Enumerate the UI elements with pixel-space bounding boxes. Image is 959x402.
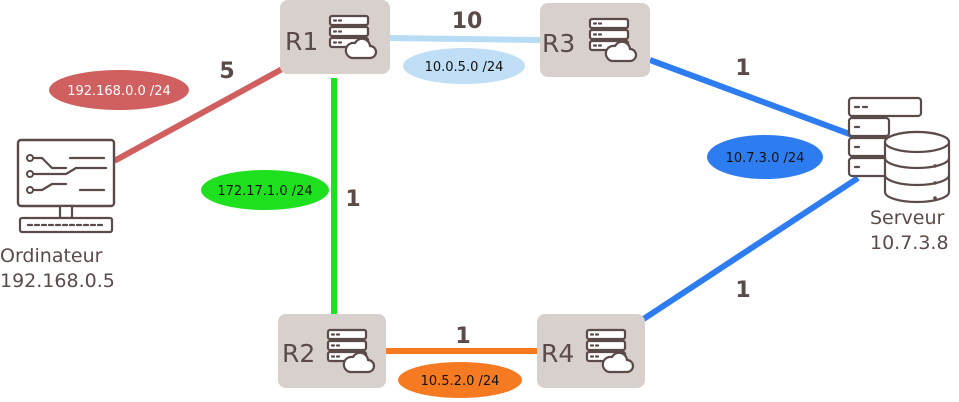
cost-label-r2-r4: 1 [455,324,470,349]
subnet-badge-r1-r3: 10.0.5.0 /24 [403,48,525,84]
subnet-label-r1-r3: 10.0.5.0 /24 [425,60,504,75]
cost-label-r3-server: 1 [735,56,750,81]
link-pc-r1 [113,65,287,163]
link-r1-r3 [388,35,542,43]
computer-ip: 192.168.0.5 [0,270,115,292]
subnet-label-r3-server: 10.7.3.0 /24 [726,151,805,166]
link-r4-server [640,175,860,323]
subnet-badge-r1-r2: 172.17.1.0 /24 [201,170,329,210]
router-label-r1: R1 [285,27,318,56]
computer-icon [16,138,116,234]
cost-label-r1-r3: 10 [452,9,483,34]
computer-name: Ordinateur [0,245,103,267]
subnet-label-r2-r4: 10.5.2.0 /24 [421,374,500,389]
server-node: Serveur 10.7.3.8 [847,96,951,254]
cost-label-pc-r1: 5 [219,59,234,84]
server-name: Serveur [870,207,945,229]
subnet-badge-r2-r4: 10.5.2.0 /24 [398,362,522,398]
subnet-badge-r3-server: 10.7.3.0 /24 [707,135,823,179]
subnet-label-r1-r2: 172.17.1.0 /24 [217,184,312,199]
subnet-badge-pc-r1: 192.168.0.0 /24 [49,70,189,110]
server-icon [847,96,951,204]
subnet-label-pc-r1: 192.168.0.0 /24 [67,84,171,99]
router-label-r4: R4 [541,339,574,368]
computer-node: Ordinateur 192.168.0.5 [0,138,116,292]
router-r1: R1 [280,0,390,74]
cost-label-r1-r2: 1 [345,187,360,212]
router-label-r3: R3 [542,29,575,58]
router-r2: R2 [278,314,386,388]
router-label-r2: R2 [282,339,315,368]
router-r3: R3 [540,3,650,77]
server-ip: 10.7.3.8 [870,232,949,254]
cost-label-r4-server: 1 [735,278,750,303]
router-r4: R4 [537,314,645,388]
link-r3-server [648,57,857,139]
